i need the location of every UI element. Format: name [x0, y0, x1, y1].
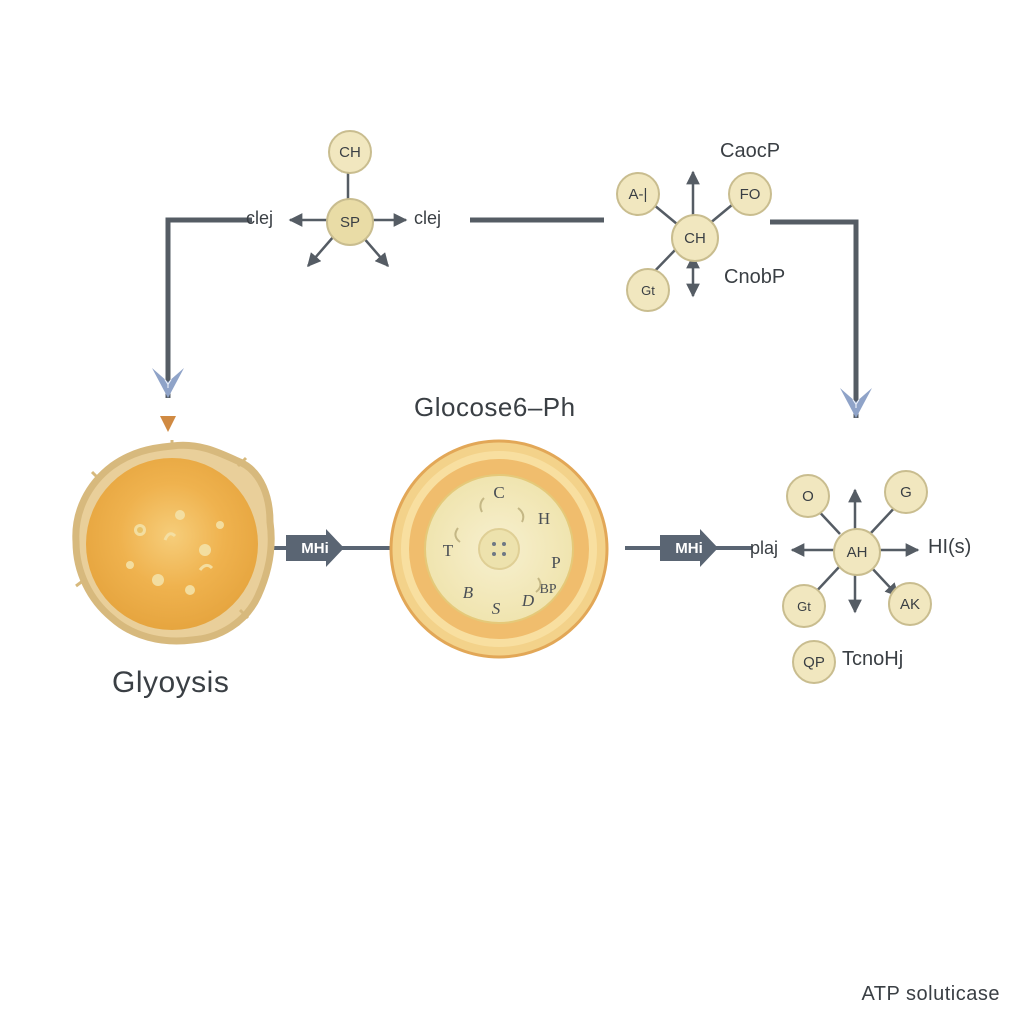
mol-ah: AH [833, 528, 881, 576]
label-his: HI(s) [928, 536, 971, 559]
svg-text:H: H [538, 509, 550, 528]
mol-ch2: CH [671, 214, 719, 262]
badge-mh1-label: MHi [301, 540, 329, 557]
footer-caption: ATP soluticase [861, 983, 1000, 1006]
svg-text:BP: BP [539, 582, 556, 597]
mol-gt-label: Gt [641, 283, 655, 298]
mol-qp-label: QP [803, 654, 825, 671]
mol-o-label: O [802, 488, 814, 505]
svg-text:S: S [492, 599, 501, 618]
svg-text:Y: Y [852, 397, 860, 411]
svg-text:T: T [443, 541, 454, 560]
mol-a-label: A-| [629, 186, 648, 203]
mol-g-label: G [900, 484, 912, 501]
mol-ch2-label: CH [684, 230, 706, 247]
badge-mh2: MHi [660, 529, 718, 567]
mol-o: O [786, 474, 830, 518]
diagram-canvas: Y Y MHi MHi [0, 0, 1024, 1024]
label-clej-right: clej [414, 208, 441, 229]
svg-text:B: B [463, 583, 474, 602]
cell-glocose6ph: C H P D BP T B S [388, 438, 610, 660]
mol-fo-label: FO [740, 186, 761, 203]
label-tcnohj: TcnoHj [842, 648, 903, 671]
badge-mh1: MHi [286, 529, 344, 567]
mol-fo: FO [728, 172, 772, 216]
mol-ak-label: AK [900, 596, 920, 613]
svg-text:P: P [551, 553, 560, 572]
mol-ak: AK [888, 582, 932, 626]
mol-gt2: Gt [782, 584, 826, 628]
label-caocp: CaocP [720, 140, 780, 163]
mol-ah-label: AH [847, 544, 868, 561]
mol-ch-top-label: CH [339, 144, 361, 161]
mol-sp: SP [326, 198, 374, 246]
mol-ch-top: CH [328, 130, 372, 174]
svg-text:C: C [493, 483, 504, 502]
mol-gt: Gt [626, 268, 670, 312]
svg-text:D: D [521, 591, 535, 610]
label-process: Glyoysis [112, 666, 229, 700]
mol-gt2-label: Gt [797, 599, 811, 614]
label-cnobp: CnobP [724, 266, 785, 289]
cell-glyoysis [70, 440, 275, 645]
label-plaj: plaj [750, 538, 778, 559]
badge-mh2-label: MHi [675, 540, 703, 557]
svg-text:Y: Y [164, 377, 172, 391]
mol-qp: QP [792, 640, 836, 684]
mol-g: G [884, 470, 928, 514]
mol-a: A-| [616, 172, 660, 216]
label-center-title: Glocose6–Ph [414, 392, 576, 423]
mol-sp-label: SP [340, 214, 360, 231]
label-clej-left: clej [246, 208, 273, 229]
